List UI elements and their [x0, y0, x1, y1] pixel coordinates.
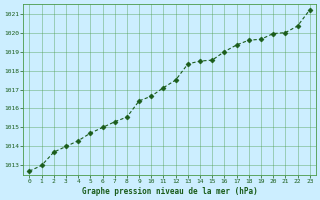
- X-axis label: Graphe pression niveau de la mer (hPa): Graphe pression niveau de la mer (hPa): [82, 187, 258, 196]
